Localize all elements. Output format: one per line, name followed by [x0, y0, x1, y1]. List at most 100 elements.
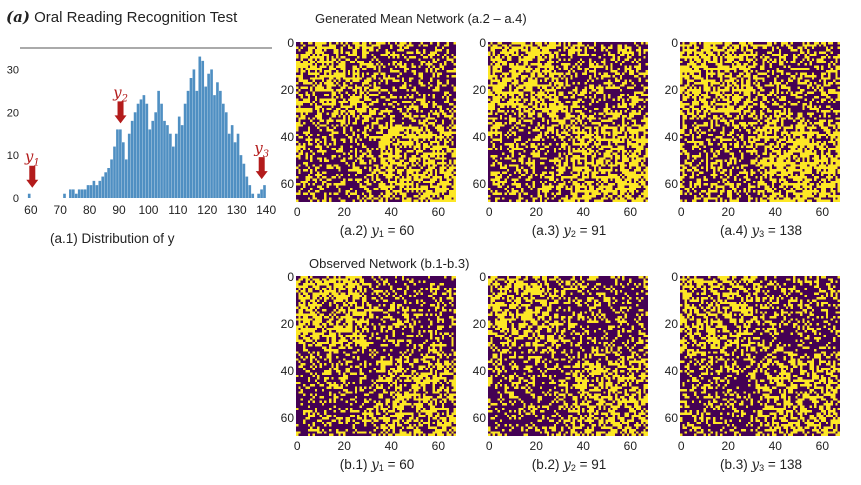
heatmap-cell — [584, 49, 587, 52]
heatmap-cell — [343, 157, 346, 160]
heatmap-cell — [629, 117, 632, 120]
heatmap-cell — [568, 72, 571, 75]
heatmap-cell — [390, 197, 393, 200]
heatmap-cell — [303, 185, 306, 188]
heatmap-cell — [600, 187, 604, 191]
heatmap-cell — [404, 178, 407, 181]
heatmap-cell — [638, 145, 641, 148]
heatmap-cell — [328, 133, 332, 137]
heatmap-cell — [420, 150, 424, 153]
heatmap-cell — [392, 79, 395, 82]
heatmap-cell — [387, 190, 391, 193]
heatmap-cell — [837, 67, 840, 71]
heatmap-cell — [633, 152, 637, 155]
heatmap-cell — [347, 119, 351, 122]
heatmap-cell — [636, 96, 639, 99]
heatmap-cell — [451, 199, 454, 202]
heatmap-cell — [354, 100, 358, 104]
heatmap-cell — [321, 79, 325, 82]
heatmap-cell — [430, 53, 433, 57]
heatmap-cell — [603, 178, 606, 181]
heatmap-cell — [736, 63, 739, 66]
heatmap-cell — [518, 138, 521, 141]
heatmap-cell — [331, 157, 334, 160]
heatmap-cell — [591, 176, 594, 179]
heatmap-cell — [705, 58, 709, 61]
heatmap-cell — [572, 89, 576, 92]
heatmap-cell — [640, 72, 644, 75]
heatmap-cell — [643, 140, 646, 144]
heatmap-cell — [546, 77, 550, 80]
heatmap-cell — [427, 194, 431, 198]
heatmap-cell — [298, 183, 301, 186]
heatmap-cell — [513, 131, 517, 134]
heatmap-cell — [689, 44, 692, 47]
heatmap-cell — [631, 154, 634, 158]
heatmap-cell — [387, 164, 391, 167]
heatmap-cell — [303, 53, 306, 57]
heatmap-cell — [563, 119, 566, 122]
heatmap-cell — [340, 74, 344, 78]
heatmap-cell — [364, 176, 367, 179]
heatmap-cell — [612, 140, 616, 144]
heatmap-cell — [638, 77, 641, 80]
heatmap-cell — [622, 183, 625, 186]
heatmap-cell — [319, 157, 322, 160]
hist-bar — [127, 133, 131, 198]
heatmap-cell — [802, 67, 805, 71]
heatmap-cell — [397, 171, 400, 174]
heatmap-cell — [448, 171, 452, 174]
heatmap-cell — [518, 119, 521, 122]
heatmap-cell — [425, 44, 428, 47]
heatmap-cell — [624, 178, 627, 181]
heatmap-cell — [582, 147, 585, 151]
heatmap-cell — [608, 138, 611, 141]
hist-bar — [257, 193, 260, 198]
heatmap-cell — [584, 91, 587, 94]
heatmap-cell — [373, 107, 376, 111]
heatmap-cell — [324, 143, 327, 146]
heatmap-cell — [425, 192, 428, 195]
heatmap-cell — [310, 187, 313, 191]
heatmap-cell — [563, 169, 566, 172]
heatmap-cell — [331, 65, 334, 68]
heatmap-cell — [296, 46, 299, 50]
heatmap-cell — [408, 199, 412, 202]
heatmap-cell — [546, 185, 550, 188]
heatmap-cell — [570, 110, 573, 113]
heatmap-cell — [368, 166, 372, 170]
heatmap-cell — [326, 112, 329, 115]
heatmap-cell — [432, 147, 435, 151]
heatmap-cell — [373, 100, 376, 104]
heatmap-cell — [300, 114, 304, 118]
heatmap-cell — [411, 169, 414, 172]
heatmap-cell — [490, 63, 493, 66]
heatmap-cell — [612, 126, 616, 130]
heatmap-cell — [629, 171, 632, 174]
heatmap-cell — [444, 194, 447, 198]
heatmap-cell — [565, 82, 568, 85]
heatmap-cell — [762, 67, 765, 71]
heatmap-cell — [495, 112, 498, 115]
heatmap-cell — [598, 185, 601, 188]
heatmap-cell — [778, 70, 782, 73]
heatmap-cell — [542, 91, 545, 94]
heatmap-cell — [750, 53, 753, 57]
heatmap-cell — [298, 74, 301, 78]
heatmap-cell — [420, 194, 424, 198]
heatmap-cell — [600, 77, 604, 80]
heatmap-cell — [701, 65, 704, 68]
heatmap-cell — [448, 103, 452, 106]
heatmap-cell — [333, 164, 336, 167]
heatmap-cell — [376, 178, 379, 181]
heatmap-cell — [408, 100, 412, 104]
heatmap-cell — [324, 176, 327, 179]
heatmap-cell — [352, 93, 355, 97]
heatmap-cell — [361, 185, 365, 188]
heatmap-cell — [397, 176, 400, 179]
heatmap-cell — [439, 166, 442, 170]
heatmap-cell — [300, 187, 304, 191]
heatmap-cell — [427, 145, 431, 148]
heatmap-cell — [645, 140, 648, 144]
heatmap-cell — [525, 82, 528, 85]
